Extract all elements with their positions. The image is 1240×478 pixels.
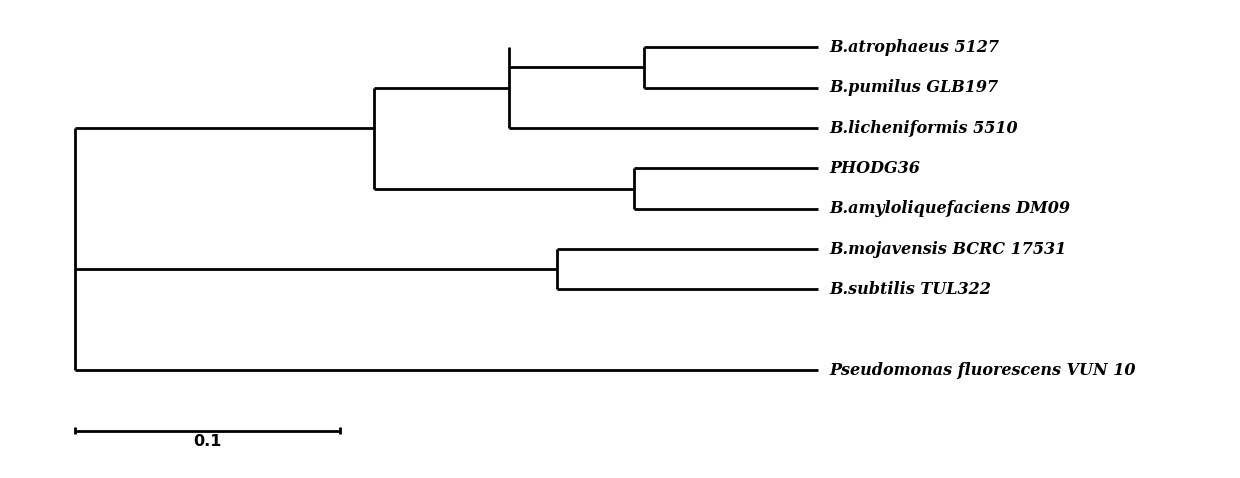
Text: B.pumilus GLB197: B.pumilus GLB197: [830, 79, 998, 96]
Text: B.mojavensis BCRC 17531: B.mojavensis BCRC 17531: [830, 240, 1066, 258]
Text: B.licheniformis 5510: B.licheniformis 5510: [830, 120, 1018, 137]
Text: Pseudomonas fluorescens VUN 10: Pseudomonas fluorescens VUN 10: [830, 362, 1136, 379]
Text: 0.1: 0.1: [193, 434, 222, 449]
Text: PHODG36: PHODG36: [830, 160, 920, 177]
Text: B.amyloliquefaciens DM09: B.amyloliquefaciens DM09: [830, 200, 1070, 217]
Text: B.subtilis TUL322: B.subtilis TUL322: [830, 281, 991, 298]
Text: B.atrophaeus 5127: B.atrophaeus 5127: [830, 39, 999, 56]
